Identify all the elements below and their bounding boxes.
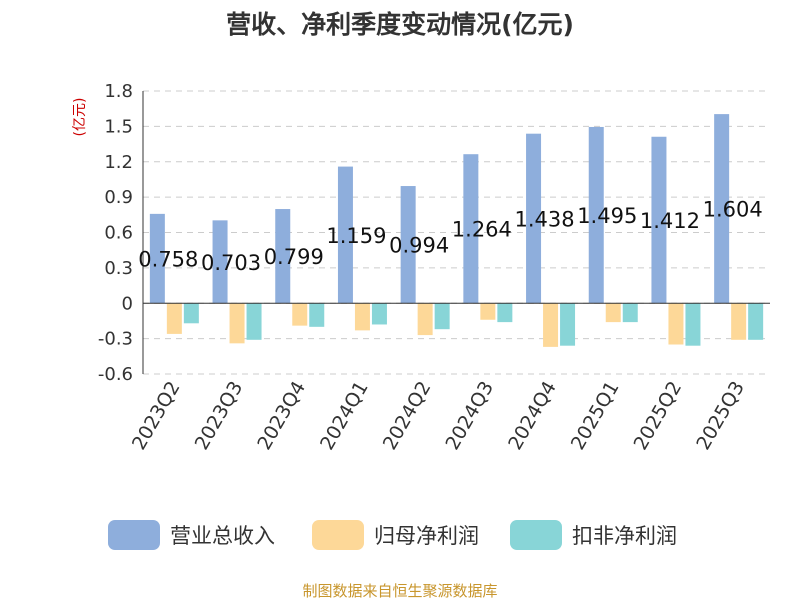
x-tick-label: 2025Q3 [692,378,749,454]
y-tick-label: 0.3 [104,258,133,279]
bar [463,154,479,304]
data-label: 1.412 [640,209,700,233]
bars [149,114,764,347]
x-tick-label: 2023Q2 [128,378,185,454]
bar [748,303,764,340]
bar [526,133,542,304]
x-tick-label: 2024Q1 [316,378,373,454]
x-tick-labels: 2023Q2 2023Q3 2023Q4 2024Q1 2024Q2 2024Q3 2024… [128,377,749,453]
bar [497,303,513,323]
bar [685,303,701,346]
data-label: 1.604 [703,198,763,222]
bar [714,114,730,304]
x-tick-label: 2025Q2 [630,378,687,454]
bar [371,303,387,325]
chart-title: 营收、净利季度变动情况(亿元) [226,10,574,39]
data-label: 1.264 [452,218,512,242]
x-tick-label: 2025Q1 [567,378,624,454]
data-label: 0.703 [201,251,261,275]
legend-label: 营业总收入 [170,524,275,548]
data-label: 1.159 [326,224,386,248]
y-tick-label: 1.8 [104,81,133,102]
bar [605,303,621,323]
data-label: 0.799 [264,245,324,269]
bar [417,303,433,336]
bar [292,303,308,326]
legend-swatch [108,520,160,550]
y-tick-labels: 1.8 1.5 1.2 0.9 0.6 0.3 0 -0.3 -0.6 [98,81,133,385]
bar [149,213,165,304]
y-tick-label: 1.2 [104,152,133,173]
y-tick-label: 1.5 [104,116,133,137]
data-label: 0.758 [138,248,198,272]
x-tick-label: 2023Q3 [191,378,248,454]
legend-swatch [510,520,562,550]
bar [337,166,353,304]
bar [668,303,684,345]
source-note: 制图数据来自恒生聚源数据库 [302,582,497,600]
bar [731,303,747,340]
y-tick-label: 0.9 [104,187,133,208]
bar [400,186,416,304]
x-tick-label: 2023Q4 [253,378,310,454]
bar [309,303,325,327]
bar [560,303,576,346]
x-tick-label: 2024Q4 [504,378,561,454]
data-label: 1.438 [514,207,574,231]
y-tick-label: 0.6 [104,223,133,244]
axes [142,91,770,374]
x-tick-label: 2024Q2 [379,378,436,454]
legend-label: 归母净利润 [374,524,479,548]
legend-label: 扣非净利润 [572,524,677,548]
legend: 营业总收入 归母净利润 扣非净利润 [108,520,677,550]
bar [434,303,450,330]
data-label: 1.495 [577,204,637,228]
bar [246,303,262,340]
data-label: 0.994 [389,234,449,258]
x-tick-label: 2024Q3 [441,377,498,453]
bar [229,303,245,344]
bar [651,136,667,304]
legend-swatch [312,520,364,550]
bar [622,303,638,323]
bar [354,303,370,331]
bar [588,126,604,304]
y-tick-label: -0.3 [98,329,133,350]
bar [480,303,496,320]
bar [543,303,559,347]
y-tick-label: -0.6 [98,364,133,385]
bar [166,303,182,334]
bar [183,303,199,324]
y-tick-label: 0 [122,293,133,314]
bar [212,220,228,304]
y-axis-unit: (亿元) [72,98,88,137]
bar [275,209,291,304]
